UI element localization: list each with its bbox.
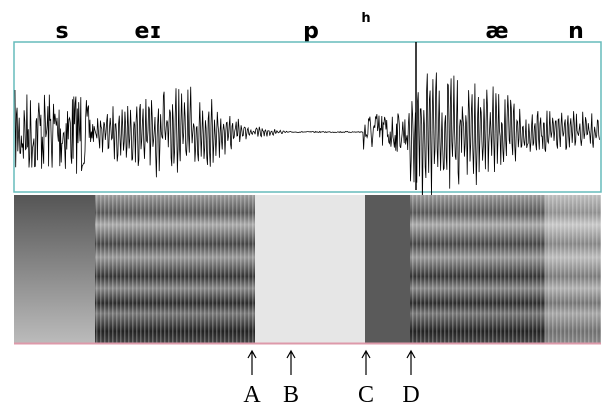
nasal — [545, 195, 601, 343]
arrows — [248, 351, 415, 375]
arrow — [287, 351, 295, 375]
phoneme: p — [303, 19, 319, 44]
marker-label: C — [358, 382, 374, 408]
arrow — [362, 351, 370, 375]
phoneme: s — [55, 19, 68, 44]
page: {"phonemes": ["s", "eɪ", "p", "h", "æ", … — [0, 0, 603, 408]
phoneme: æ — [485, 19, 508, 44]
striations — [95, 195, 255, 343]
phoneme: h — [361, 11, 370, 26]
frication — [14, 195, 95, 343]
arrow — [407, 351, 415, 375]
phoneme-labels: s eɪ p h æ n — [55, 11, 583, 44]
phoneme: eɪ — [135, 19, 162, 44]
marker-label: D — [402, 382, 419, 408]
marker-label: A — [243, 382, 261, 408]
marker-label: B — [283, 382, 299, 408]
aspiration — [365, 195, 410, 343]
spectrogram — [14, 195, 601, 343]
speech-figure: s eɪ p h æ n A B C D — [0, 0, 603, 408]
arrow — [248, 351, 256, 375]
closure — [255, 195, 365, 343]
phoneme: n — [568, 19, 584, 44]
